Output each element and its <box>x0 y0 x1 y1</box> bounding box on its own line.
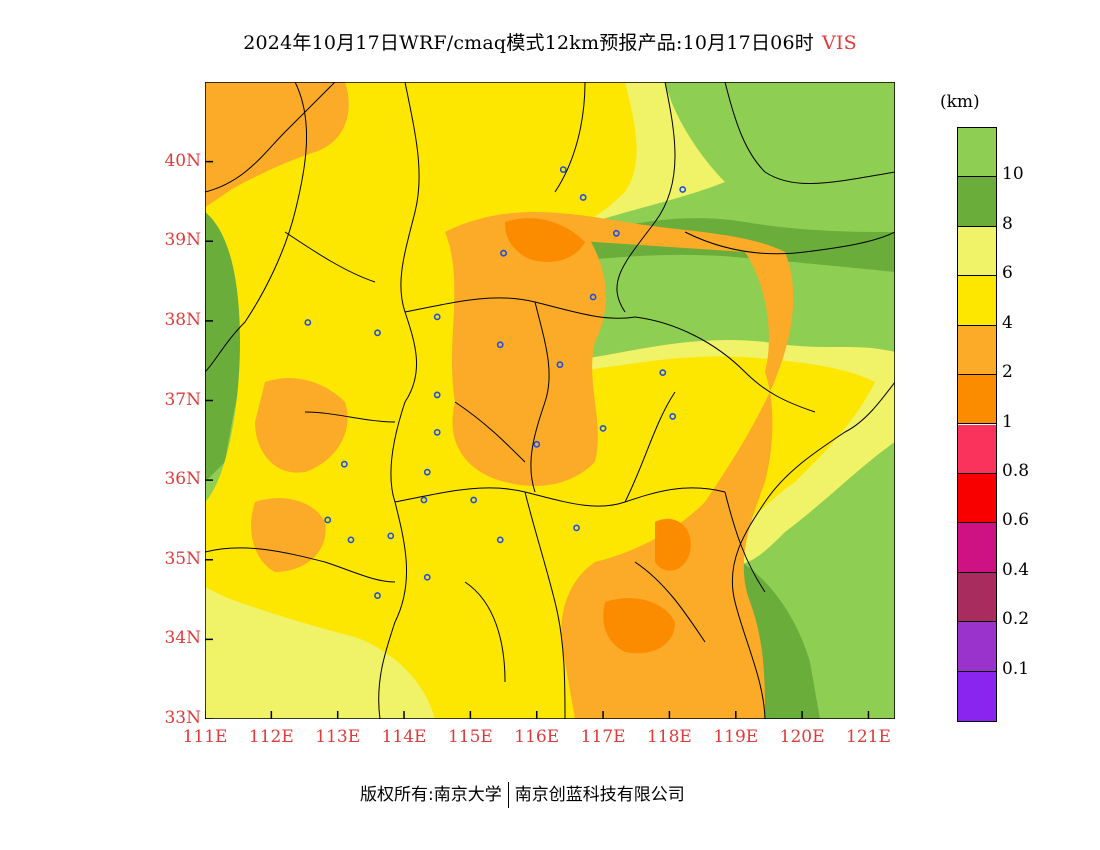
city-marker <box>589 293 597 301</box>
legend-swatch <box>958 424 996 474</box>
legend-swatch <box>958 128 996 178</box>
copyright-right: 南京创蓝科技有限公司 <box>514 785 685 805</box>
map-canvas <box>205 82 895 719</box>
region-1-2-south <box>603 598 675 654</box>
city-marker <box>599 424 607 432</box>
legend-level-4: 4 <box>1002 312 1013 333</box>
legend-swatch <box>958 671 996 721</box>
region-2-4-north <box>445 224 606 486</box>
legend-swatch <box>958 276 996 326</box>
lat-label-34N: 34N <box>164 628 201 649</box>
city-marker <box>324 516 332 524</box>
city-marker <box>433 428 441 436</box>
city-marker <box>500 249 507 257</box>
copyright-separator <box>507 782 509 808</box>
legend-level-6: 6 <box>1002 263 1013 284</box>
admin-boundaries <box>205 82 895 719</box>
legend-swatch <box>958 572 996 623</box>
city-marker <box>533 440 541 448</box>
legend-level-2: 2 <box>1002 362 1013 383</box>
lon-label-119E: 119E <box>713 727 759 747</box>
city-marker <box>374 329 381 337</box>
city-marker <box>679 186 687 193</box>
city-marker <box>612 229 620 237</box>
lat-label-39N: 39N <box>164 230 201 251</box>
city-marker <box>387 532 395 540</box>
variable-label: VIS <box>821 32 857 54</box>
legend-swatch <box>958 375 996 425</box>
copyright-left: 版权所有:南京大学 <box>360 785 502 805</box>
coastline-bohai <box>684 231 895 255</box>
forecast-map <box>205 82 895 719</box>
legend-level-1: 1 <box>1002 411 1013 432</box>
city-marker <box>420 496 428 504</box>
city-markers <box>304 166 687 599</box>
city-marker <box>669 413 677 420</box>
city-marker <box>423 573 431 581</box>
title-text: 2024年10月17日WRF/cmaq模式12km预报产品:10月17日06时 <box>243 32 814 54</box>
city-marker <box>347 536 355 544</box>
lon-label-120E: 120E <box>779 727 825 747</box>
city-marker <box>579 194 587 201</box>
city-marker <box>573 524 580 532</box>
lon-label-115E: 115E <box>447 727 493 747</box>
region-2-4-nw <box>205 82 349 207</box>
lat-label-33N: 33N <box>164 708 201 728</box>
city-marker <box>556 361 564 369</box>
legend-level-0.4: 0.4 <box>1002 559 1030 580</box>
city-marker <box>470 496 478 504</box>
legend-level-0.2: 0.2 <box>1002 609 1030 630</box>
legend-unit: (km) <box>940 92 980 112</box>
legend-swatch <box>958 622 996 672</box>
lon-label-113E: 113E <box>315 727 361 747</box>
lon-label-117E: 117E <box>580 727 626 747</box>
legend-level-0.6: 0.6 <box>1002 510 1030 531</box>
legend-colorbar <box>957 127 997 722</box>
legend-swatch <box>958 325 996 376</box>
lat-label-38N: 38N <box>164 309 201 330</box>
city-marker <box>496 536 504 544</box>
city-marker <box>559 166 567 173</box>
lon-label-116E: 116E <box>514 727 560 747</box>
coastline-east <box>731 381 895 719</box>
lon-label-121E: 121E <box>846 727 891 747</box>
legend-level-8: 8 <box>1002 213 1013 234</box>
lon-label-114E: 114E <box>381 727 427 747</box>
legend-swatch <box>958 473 996 524</box>
city-marker <box>433 313 441 321</box>
region-2-4-west <box>255 378 348 473</box>
city-marker <box>423 468 431 476</box>
lat-label-40N: 40N <box>164 150 201 171</box>
region-1-2-east <box>655 518 691 571</box>
city-marker <box>496 341 504 349</box>
city-marker <box>659 369 667 377</box>
region-2-4-central <box>445 212 794 719</box>
lat-label-36N: 36N <box>164 469 201 490</box>
lon-label-118E: 118E <box>646 727 692 747</box>
city-marker <box>304 319 312 326</box>
legend-level-0.1: 0.1 <box>1002 658 1030 679</box>
city-marker <box>340 460 348 468</box>
lat-label-35N: 35N <box>164 548 201 569</box>
lat-label-37N: 37N <box>164 389 201 410</box>
city-marker <box>374 592 381 599</box>
region-1-2-north <box>505 218 585 262</box>
lon-label-112E: 112E <box>248 727 294 747</box>
region-2-4-sw <box>251 498 326 572</box>
map-title: 2024年10月17日WRF/cmaq模式12km预报产品:10月17日06时 V… <box>0 28 1100 55</box>
legend-swatch <box>958 177 996 227</box>
city-marker <box>433 391 441 399</box>
legend-swatch <box>958 226 996 277</box>
copyright: 版权所有:南京大学 南京创蓝科技有限公司 <box>360 780 685 808</box>
lon-label-111E: 111E <box>182 727 228 747</box>
legend-level-10: 10 <box>1002 164 1024 185</box>
legend-level-0.8: 0.8 <box>1002 460 1030 481</box>
legend-swatch <box>958 523 996 573</box>
